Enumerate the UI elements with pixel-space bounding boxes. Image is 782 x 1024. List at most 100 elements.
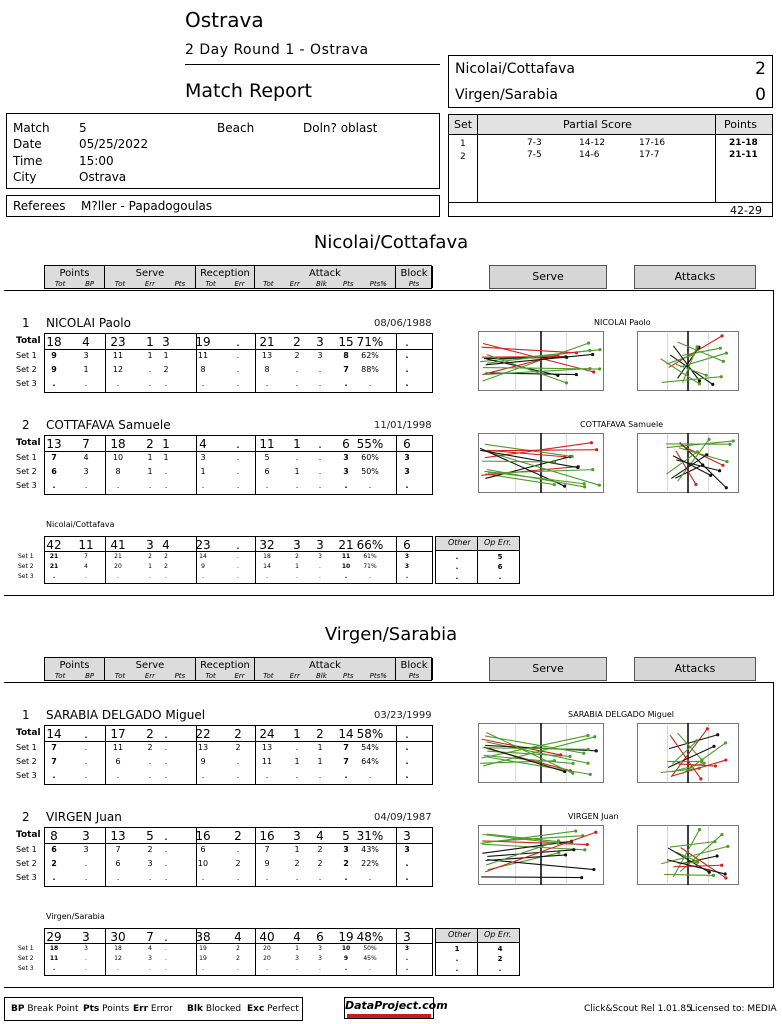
time-label: Time bbox=[13, 154, 43, 168]
referees-box: Referees M?ller - Papadogoulas bbox=[6, 195, 440, 217]
stat-cell: . bbox=[164, 727, 168, 741]
trajectory-end bbox=[715, 854, 719, 858]
team-stat-cell: 41 bbox=[110, 538, 126, 552]
player-name: NICOLAI Paolo bbox=[46, 316, 131, 330]
stat-subheader: Err bbox=[234, 280, 245, 288]
stat-cell: . bbox=[368, 379, 372, 388]
partial-score: 7-3 bbox=[527, 138, 542, 148]
serve-chart bbox=[478, 433, 604, 493]
trajectory-line bbox=[671, 740, 698, 765]
trajectory-line bbox=[675, 363, 707, 376]
attacks-chart-button[interactable]: Attacks bbox=[634, 657, 756, 681]
trajectory-end bbox=[721, 359, 725, 363]
team-stat-cell: . bbox=[164, 930, 168, 944]
stat-cell: . bbox=[236, 351, 240, 360]
trajectory-end bbox=[564, 381, 569, 385]
stat-cell: . bbox=[52, 481, 56, 490]
stat-cell: 21 bbox=[259, 335, 275, 349]
trajectory-line bbox=[481, 876, 582, 879]
trajectory-line bbox=[482, 833, 558, 844]
team-totals-table bbox=[44, 536, 433, 584]
stat-cell: . bbox=[201, 873, 205, 882]
player-number: 1 bbox=[22, 316, 30, 330]
stat-group-label: Points bbox=[59, 660, 90, 671]
team-stat-cell: . bbox=[117, 573, 119, 580]
stat-cell: . bbox=[164, 859, 168, 868]
stat-cell: 1 bbox=[294, 467, 300, 476]
stat-cell: 7 bbox=[51, 743, 57, 752]
stat-cell: 2 bbox=[235, 743, 241, 752]
partial-score: 17-7 bbox=[639, 150, 660, 160]
team-stat-cell: 19 bbox=[338, 930, 354, 944]
stat-cell: 3 bbox=[316, 335, 324, 349]
trajectory-line bbox=[487, 449, 566, 458]
team-stat-cell: 2 bbox=[295, 553, 299, 560]
stat-subheader: BP bbox=[85, 672, 95, 680]
stat-cell: 62% bbox=[361, 351, 379, 360]
score-team2-name: Virgen/Sarabia bbox=[455, 87, 558, 103]
stat-group-label: Serve bbox=[135, 660, 165, 671]
trajectory-end bbox=[597, 483, 601, 487]
stat-subheader: Pts bbox=[342, 280, 354, 288]
stat-cell: 31% bbox=[356, 829, 384, 843]
team-stat-cell: 14 bbox=[263, 563, 271, 570]
row-label: Set 1 bbox=[16, 743, 37, 752]
stat-subheader: Err bbox=[144, 672, 155, 680]
trajectory-end bbox=[711, 873, 716, 878]
stat-cell: . bbox=[52, 873, 56, 882]
stat-cell: 22 bbox=[195, 727, 211, 741]
serve-chart-button[interactable]: Serve bbox=[489, 657, 607, 681]
team-stat-cell: 61% bbox=[363, 553, 377, 560]
stat-cell: . bbox=[344, 771, 348, 780]
stat-cell: 11 bbox=[261, 757, 273, 766]
team-stat-cell: . bbox=[165, 965, 167, 972]
stat-cell: 4 bbox=[82, 335, 90, 349]
stat-cell: 3 bbox=[343, 453, 349, 462]
partial-col-header: Partial Score bbox=[563, 118, 632, 131]
other-header: Other bbox=[448, 930, 471, 939]
trajectory-line bbox=[671, 759, 727, 777]
stat-cell: 23 bbox=[110, 335, 126, 349]
player-stats-table bbox=[44, 333, 433, 393]
stat-cell: 3 bbox=[83, 351, 89, 360]
legend-blk-text: Blocked bbox=[205, 1004, 242, 1014]
team-stat-cell: . bbox=[85, 955, 87, 962]
attacks-chart-button[interactable]: Attacks bbox=[634, 265, 756, 289]
stat-cell: 1 bbox=[294, 757, 300, 766]
team-stat-cell: . bbox=[266, 573, 268, 580]
stat-cell: . bbox=[164, 743, 168, 752]
team-stats-frame bbox=[4, 682, 774, 988]
event-subtitle: 2 Day Round 1 - Ostrava bbox=[185, 42, 369, 58]
team-section-title: Virgen/Sarabia bbox=[324, 624, 458, 645]
row-label: Set 1 bbox=[16, 845, 37, 854]
stat-cell: 2 bbox=[146, 727, 154, 741]
team-stat-cell: . bbox=[319, 965, 321, 972]
trajectory-end bbox=[563, 853, 568, 857]
stat-cell: 1 bbox=[147, 453, 153, 462]
stat-cell: 64% bbox=[361, 757, 379, 766]
stat-cell: 6 bbox=[342, 437, 350, 451]
trajectory-line bbox=[667, 745, 715, 768]
team-stat-cell: 21 bbox=[114, 553, 122, 560]
legend-box: BP Break Point Pts Points Err Error Blk … bbox=[4, 997, 303, 1021]
stat-cell: . bbox=[164, 829, 168, 843]
trajectory-end bbox=[582, 482, 586, 486]
team-stat-cell: 3 bbox=[84, 945, 88, 952]
trajectory-end bbox=[583, 485, 587, 489]
team-stat-cell: 20 bbox=[114, 563, 122, 570]
trajectory-line bbox=[483, 736, 595, 767]
trajectory-line bbox=[479, 449, 578, 469]
team-stat-cell: 10 bbox=[341, 945, 351, 952]
serve-chart-button[interactable]: Serve bbox=[489, 265, 607, 289]
stat-cell: 2 bbox=[163, 365, 169, 374]
trajectory-end bbox=[586, 733, 590, 738]
stat-cell: . bbox=[236, 757, 240, 766]
stat-cell: . bbox=[295, 379, 299, 388]
trajectory-line bbox=[672, 455, 711, 476]
team-stat-cell: . bbox=[85, 965, 87, 972]
trajectory-line bbox=[670, 728, 708, 778]
trajectory-line bbox=[669, 841, 715, 848]
team-stat-cell: 4 bbox=[162, 538, 170, 552]
serve-chart bbox=[478, 723, 604, 783]
stat-group-points: Points Tot BP bbox=[45, 266, 105, 288]
